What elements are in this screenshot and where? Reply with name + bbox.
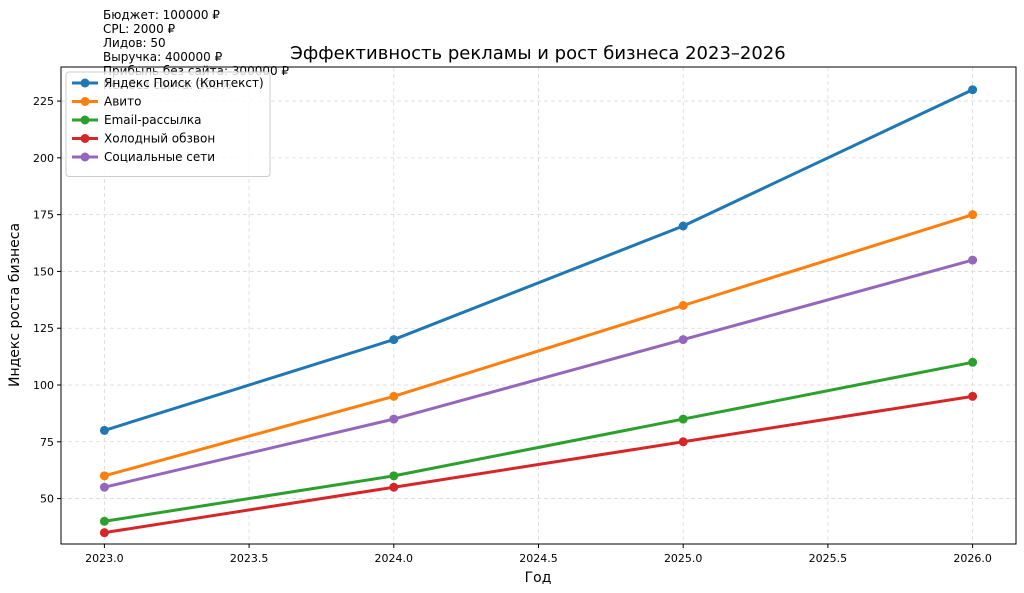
y-tick-label: 175 bbox=[33, 209, 54, 222]
x-tick-label: 2024.0 bbox=[375, 552, 414, 565]
data-point bbox=[678, 221, 688, 231]
y-axis-ticks: 50 75 100 125 150 175 200 225 bbox=[33, 95, 61, 506]
legend-swatch-marker bbox=[80, 78, 90, 88]
series-line bbox=[104, 213, 974, 478]
x-tick-label: 2023.0 bbox=[85, 552, 124, 565]
x-axis-label: Год bbox=[525, 570, 552, 586]
data-point bbox=[389, 414, 399, 424]
series-3 bbox=[99, 391, 978, 538]
data-point bbox=[99, 482, 109, 492]
y-axis-label: Индекс роста бизнеса bbox=[7, 223, 23, 387]
series-line bbox=[104, 360, 973, 523]
annotation-line: Бюджет: 100000 ₽ bbox=[103, 8, 220, 22]
data-point bbox=[389, 391, 399, 401]
legend-item: Холодный обзвон bbox=[72, 132, 215, 146]
series-line bbox=[103, 88, 974, 432]
data-point bbox=[99, 425, 109, 435]
legend-label: Авито bbox=[104, 95, 141, 109]
annotation-line: CPL: 2000 ₽ bbox=[103, 22, 176, 36]
x-tick-label: 2026.0 bbox=[953, 552, 992, 565]
series-1 bbox=[99, 210, 978, 481]
y-tick-label: 225 bbox=[33, 95, 54, 108]
series-2 bbox=[99, 357, 978, 526]
data-point bbox=[678, 437, 688, 447]
data-point bbox=[968, 255, 978, 265]
legend: Яндекс Поиск (Контекст) Авито Email-рассыл… bbox=[65, 71, 271, 177]
data-point bbox=[99, 528, 109, 538]
y-tick-label: 75 bbox=[40, 436, 54, 449]
legend-label: Яндекс Поиск (Контекст) bbox=[104, 76, 264, 90]
legend-item: Email-рассылка bbox=[72, 113, 202, 127]
data-point bbox=[968, 357, 978, 367]
data-point bbox=[678, 301, 688, 310]
series-line bbox=[104, 258, 973, 489]
data-point bbox=[678, 335, 688, 345]
annotation-line: Лидов: 50 bbox=[103, 36, 166, 50]
legend-label: Email-рассылка bbox=[104, 113, 202, 127]
y-tick-label: 125 bbox=[33, 322, 54, 335]
legend-swatch-marker bbox=[80, 97, 90, 106]
series-0 bbox=[99, 85, 978, 435]
x-tick-label: 2023.5 bbox=[230, 552, 269, 565]
x-tick-label: 2025.5 bbox=[809, 552, 848, 565]
data-point bbox=[389, 335, 399, 345]
legend-label: Социальные сети bbox=[104, 150, 215, 164]
annotation-line: Выручка: 400000 ₽ bbox=[103, 50, 223, 64]
legend-item: Яндекс Поиск (Контекст) bbox=[72, 76, 264, 90]
data-point bbox=[678, 414, 688, 424]
series-layer bbox=[99, 85, 978, 538]
legend-item: Социальные сети bbox=[72, 150, 215, 164]
grid bbox=[61, 67, 1016, 544]
legend-swatch-marker bbox=[80, 134, 90, 143]
series-line bbox=[104, 394, 973, 535]
legend-swatch-marker bbox=[80, 152, 90, 162]
y-tick-label: 200 bbox=[33, 152, 54, 165]
data-point bbox=[968, 210, 978, 220]
data-point bbox=[968, 85, 978, 95]
chart-title: Эффективность рекламы и рост бизнеса 202… bbox=[290, 43, 785, 64]
x-axis-ticks: 2023.0 2023.5 2024.0 2024.5 2025.0 2025.5 2026… bbox=[85, 544, 992, 565]
data-point bbox=[389, 471, 399, 481]
legend-box bbox=[65, 71, 271, 177]
legend-item: Авито bbox=[72, 95, 141, 109]
x-tick-label: 2024.5 bbox=[519, 552, 558, 565]
y-tick-label: 100 bbox=[33, 379, 54, 392]
data-point bbox=[99, 516, 109, 526]
legend-swatch-marker bbox=[80, 115, 90, 125]
x-tick-label: 2025.0 bbox=[664, 552, 703, 565]
y-tick-label: 150 bbox=[33, 265, 54, 278]
data-point bbox=[99, 471, 109, 481]
data-point bbox=[968, 391, 978, 401]
data-point bbox=[389, 482, 399, 492]
series-4 bbox=[99, 255, 978, 492]
legend-label: Холодный обзвон bbox=[104, 132, 215, 146]
y-tick-label: 50 bbox=[40, 493, 54, 506]
